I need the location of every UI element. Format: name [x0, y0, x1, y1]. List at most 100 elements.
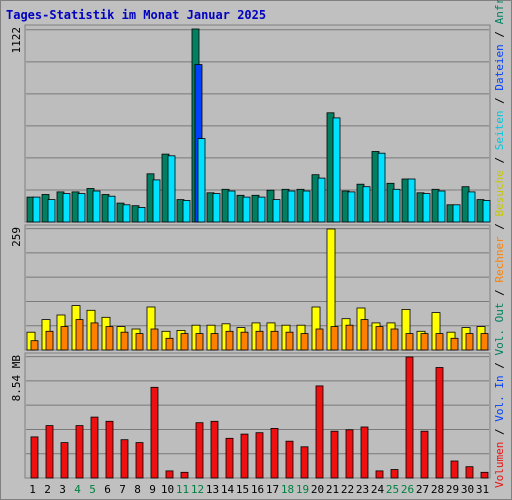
bar-rechner-day-22: [345, 324, 354, 351]
bar-volumen-day-18: [285, 440, 294, 479]
legend-segment: /: [493, 150, 506, 170]
bar-volumen-day-23: [360, 426, 369, 479]
bar-rechner-day-27: [420, 333, 429, 351]
bar-seiten-day-18: [287, 190, 296, 223]
bar-seiten-day-8: [137, 206, 146, 223]
bar-rechner-day-5: [90, 322, 99, 351]
bar-volumen-day-8: [135, 442, 144, 479]
bar-seiten-day-16: [257, 196, 266, 223]
bar-volumen-day-2: [45, 425, 54, 479]
x-tick-label-day-13: 13: [206, 483, 219, 496]
bar-volumen-day-19: [300, 446, 309, 479]
panel-hits-files-pages: 1122: [10, 24, 491, 223]
right-legend: Volumen / Vol. In / Vol. Out / Rechner /…: [493, 0, 506, 488]
bar-volumen-day-16: [255, 432, 264, 479]
bar-seiten-day-2: [47, 199, 56, 223]
bar-rechner-day-3: [60, 326, 69, 351]
x-tick-label-day-17: 17: [266, 483, 279, 496]
bar-rechner-day-23: [360, 319, 369, 351]
bar-seiten-day-19: [302, 190, 311, 223]
x-tick-label-day-10: 10: [161, 483, 174, 496]
y-max-label: 8.54 MB: [10, 355, 23, 402]
x-tick-label-day-26: 26: [401, 483, 414, 496]
y-max-label: 1122: [10, 27, 23, 54]
bar-volumen-day-29: [450, 460, 459, 479]
x-tick-label-day-14: 14: [221, 483, 235, 496]
bar-seiten-day-6: [107, 195, 116, 223]
x-tick-label-day-23: 23: [356, 483, 369, 496]
x-tick-label-day-5: 5: [89, 483, 96, 496]
bar-rechner-day-28: [435, 333, 444, 351]
panel-visits-sites: 259: [10, 224, 491, 351]
bar-seiten-day-4: [77, 193, 86, 223]
x-tick-label-day-2: 2: [44, 483, 51, 496]
bar-rechner-day-9: [150, 328, 159, 351]
chart-title: Tages-Statistik im Monat Januar 2025: [6, 8, 266, 22]
bar-seiten-day-30: [467, 191, 476, 223]
x-tick-label-day-20: 20: [311, 483, 324, 496]
legend-segment: Anfragen: [493, 0, 506, 24]
bar-rechner-day-2: [45, 330, 54, 351]
bar-volumen-day-5: [90, 416, 99, 479]
bar-volumen-day-20: [315, 385, 324, 479]
bar-volumen-day-6: [105, 420, 114, 479]
bar-volumen-day-1: [30, 436, 39, 479]
bar-seiten-day-12: [197, 138, 206, 223]
bar-rechner-day-11: [180, 333, 189, 351]
x-tick-label-day-28: 28: [431, 483, 444, 496]
x-tick-label-day-9: 9: [149, 483, 156, 496]
x-tick-label-day-27: 27: [416, 483, 429, 496]
x-axis-day-labels: 1 2 3 4 5 6 7 8 9 10 11 12 13 14 15 16 17 18 19 20 21 22 23 24 2…: [29, 483, 489, 496]
bar-seiten-day-24: [377, 152, 386, 223]
legend-segment: Vol. Out: [493, 303, 506, 356]
bar-rechner-day-25: [390, 328, 399, 351]
bar-seiten-day-20: [317, 177, 326, 223]
x-tick-label-day-7: 7: [119, 483, 126, 496]
legend-segment: /: [493, 422, 506, 442]
bar-rechner-day-24: [375, 326, 384, 351]
x-tick-label-day-16: 16: [251, 483, 264, 496]
bar-seiten-day-29: [452, 204, 461, 223]
bar-volumen-day-17: [270, 427, 279, 479]
bar-seiten-day-31: [482, 200, 491, 223]
bar-seiten-day-22: [347, 191, 356, 223]
bar-seiten-day-9: [152, 179, 161, 223]
bar-volumen-day-27: [420, 430, 429, 479]
bar-rechner-day-31: [480, 333, 489, 351]
legend-segment: Rechner: [493, 236, 506, 283]
bar-rechner-day-6: [105, 326, 114, 351]
legend-segment: Dateien: [493, 44, 506, 90]
bar-volumen-day-25: [390, 469, 399, 479]
legend-segment: /: [493, 283, 506, 303]
x-tick-label-day-8: 8: [134, 483, 141, 496]
bar-seiten-day-10: [167, 155, 176, 223]
x-tick-label-day-1: 1: [29, 483, 36, 496]
bar-volumen-day-4: [75, 425, 84, 479]
bar-volumen-day-30: [465, 466, 474, 479]
bar-rechner-day-30: [465, 333, 474, 351]
legend-segment: /: [493, 24, 506, 44]
bar-rechner-day-1: [30, 340, 39, 351]
bar-rechner-day-16: [255, 330, 264, 351]
y-max-label: 259: [10, 227, 23, 247]
x-tick-label-day-4: 4: [74, 483, 81, 496]
bar-rechner-day-17: [270, 330, 279, 351]
x-tick-label-day-19: 19: [296, 483, 309, 496]
bar-volumen-day-9: [150, 386, 159, 479]
bar-rechner-day-8: [135, 333, 144, 351]
bar-rechner-day-14: [225, 330, 234, 351]
x-tick-label-day-11: 11: [176, 483, 189, 496]
x-tick-label-day-29: 29: [446, 483, 459, 496]
bar-seiten-day-7: [122, 204, 131, 223]
bar-seiten-day-27: [422, 193, 431, 223]
legend-segment: /: [493, 216, 506, 236]
bar-rechner-day-13: [210, 333, 219, 351]
bar-volumen-day-24: [375, 470, 384, 479]
legend-segment: Seiten: [493, 110, 506, 150]
bar-seiten-day-28: [437, 190, 446, 223]
bar-volumen-day-28: [435, 367, 444, 479]
bar-rechner-day-29: [450, 337, 459, 351]
x-tick-label-day-21: 21: [326, 483, 339, 496]
bar-rechner-day-21: [330, 326, 339, 351]
